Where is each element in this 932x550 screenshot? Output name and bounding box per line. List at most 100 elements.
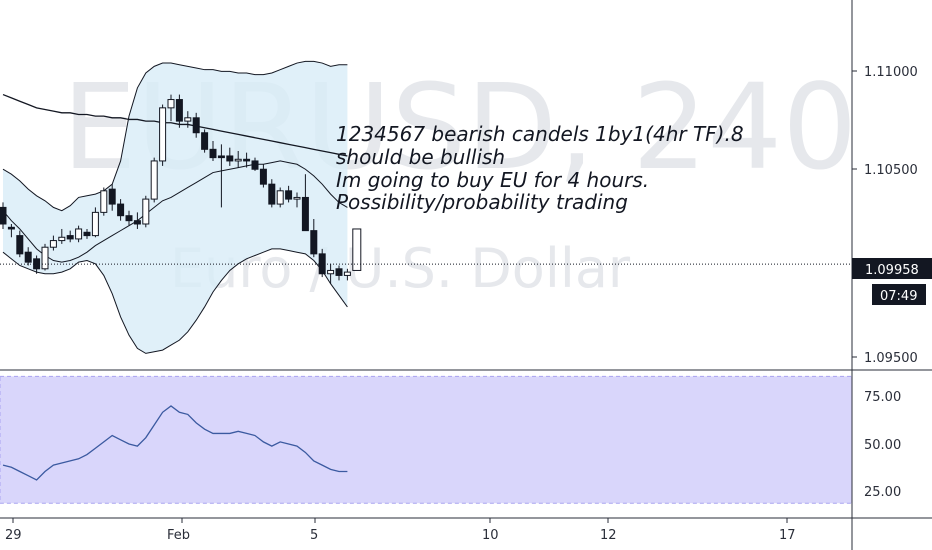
candle-body-bull — [100, 190, 108, 213]
candle-body-bear — [66, 235, 74, 240]
candle-body-bear — [83, 231, 91, 237]
candle — [209, 141, 217, 161]
x-tick-label: Feb — [167, 528, 190, 543]
price-tag[interactable]: 1.09958 07:49 — [852, 258, 932, 305]
candle-body-bear — [16, 235, 24, 255]
y-tick-label: 1.11000 — [864, 65, 918, 80]
candle-body-bear — [201, 132, 209, 150]
candle — [16, 230, 24, 258]
moving-average — [2, 93, 348, 157]
rsi-line — [2, 405, 348, 481]
candle-body-bear — [125, 215, 133, 222]
candle — [184, 111, 192, 128]
ma-line — [2, 93, 348, 157]
candle — [259, 164, 267, 188]
candle — [251, 157, 259, 171]
rsi-tick-label: 50.00 — [864, 438, 901, 453]
x-tick-label: 12 — [600, 528, 617, 543]
candle — [167, 94, 175, 122]
candle-body-bear — [318, 253, 326, 275]
candle-body-bull — [184, 117, 192, 122]
candle-body-bear — [268, 183, 276, 205]
candle — [108, 184, 116, 211]
rsi-tick-label: 25.00 — [864, 485, 901, 500]
candle — [268, 179, 276, 208]
candle-body-bull — [343, 271, 351, 276]
x-tick-label: 10 — [482, 528, 499, 543]
candle-body-bear — [335, 268, 343, 276]
candle-body-bear — [108, 188, 116, 205]
bb-fill — [3, 61, 348, 354]
candle — [217, 144, 225, 208]
bb-middle-line — [2, 160, 348, 263]
bb-upper-line — [2, 60, 348, 212]
candle — [133, 212, 141, 229]
candle-body-bear — [251, 160, 259, 170]
candle — [75, 225, 83, 243]
candle-body-bull — [142, 198, 150, 225]
countdown-box — [872, 284, 926, 305]
candle — [343, 268, 351, 281]
candle — [125, 210, 133, 226]
candle-body-bear — [192, 117, 200, 134]
candle — [301, 174, 309, 232]
y-tick-label: 1.10500 — [864, 163, 918, 178]
price-axis[interactable]: 1.11000 1.10500 1.09500 — [852, 65, 918, 366]
candle-body-bull — [167, 99, 175, 109]
candle — [175, 94, 183, 128]
bb-lower-line — [2, 248, 348, 354]
candle-body-bear — [175, 99, 183, 122]
candle — [276, 187, 284, 208]
candle — [100, 187, 108, 216]
candle — [318, 248, 326, 278]
y-tick-label: 1.09500 — [864, 351, 918, 366]
annotation-line-4: Possibility/probability trading — [336, 190, 628, 214]
rsi-axis[interactable]: 75.00 50.00 25.00 — [864, 390, 901, 500]
candle-body-bear — [217, 155, 225, 159]
candle — [159, 104, 167, 166]
candle — [327, 263, 335, 284]
candle-body-bear — [24, 251, 32, 263]
candle — [49, 235, 57, 251]
candle-body-bull — [150, 160, 158, 200]
annotation-line-3: Im going to buy EU for 4 hours. — [336, 168, 649, 192]
rsi-band — [0, 375, 853, 504]
candle — [192, 112, 200, 138]
projected-candle — [352, 228, 362, 271]
candle-body-bull — [234, 158, 242, 162]
annotation: 1234567 bearish candels 1by1(4hr TF).8 s… — [336, 122, 744, 214]
time-axis[interactable]: 29 Feb 5 10 12 17 — [5, 518, 796, 543]
candle-body-bull — [91, 211, 99, 237]
candle-body-bear — [243, 158, 251, 162]
candle — [24, 247, 32, 266]
countdown-value: 07:49 — [880, 289, 917, 304]
candle-body-bull — [293, 196, 301, 200]
candle — [91, 207, 99, 238]
candle-body-bear — [259, 168, 267, 185]
x-tick-label: 5 — [310, 528, 318, 543]
candle — [335, 265, 343, 281]
candle-body-bull — [41, 246, 49, 270]
candle — [243, 152, 251, 168]
candle — [142, 195, 150, 228]
rsi-tick-label: 75.00 — [864, 390, 901, 405]
candle — [150, 157, 158, 203]
price-tag-box — [852, 258, 932, 279]
candle-body-bear — [285, 190, 293, 200]
candle-body-bull — [276, 190, 284, 205]
candle — [83, 228, 91, 239]
candle — [226, 147, 234, 166]
candle — [58, 228, 66, 244]
candle-body-bear — [310, 230, 318, 255]
candle — [293, 192, 301, 208]
annotation-line-1: 1234567 bearish candels 1by1(4hr TF).8 — [336, 122, 744, 146]
candle — [310, 219, 318, 258]
candle-body-bull — [159, 107, 167, 162]
candle-body-bear — [301, 196, 309, 232]
candle-body-bear — [209, 148, 217, 159]
annotation-line-2: should be bullish — [336, 145, 505, 169]
price-tag-value: 1.09958 — [865, 263, 919, 278]
candle — [0, 202, 7, 229]
candle-body-bull — [58, 236, 66, 242]
